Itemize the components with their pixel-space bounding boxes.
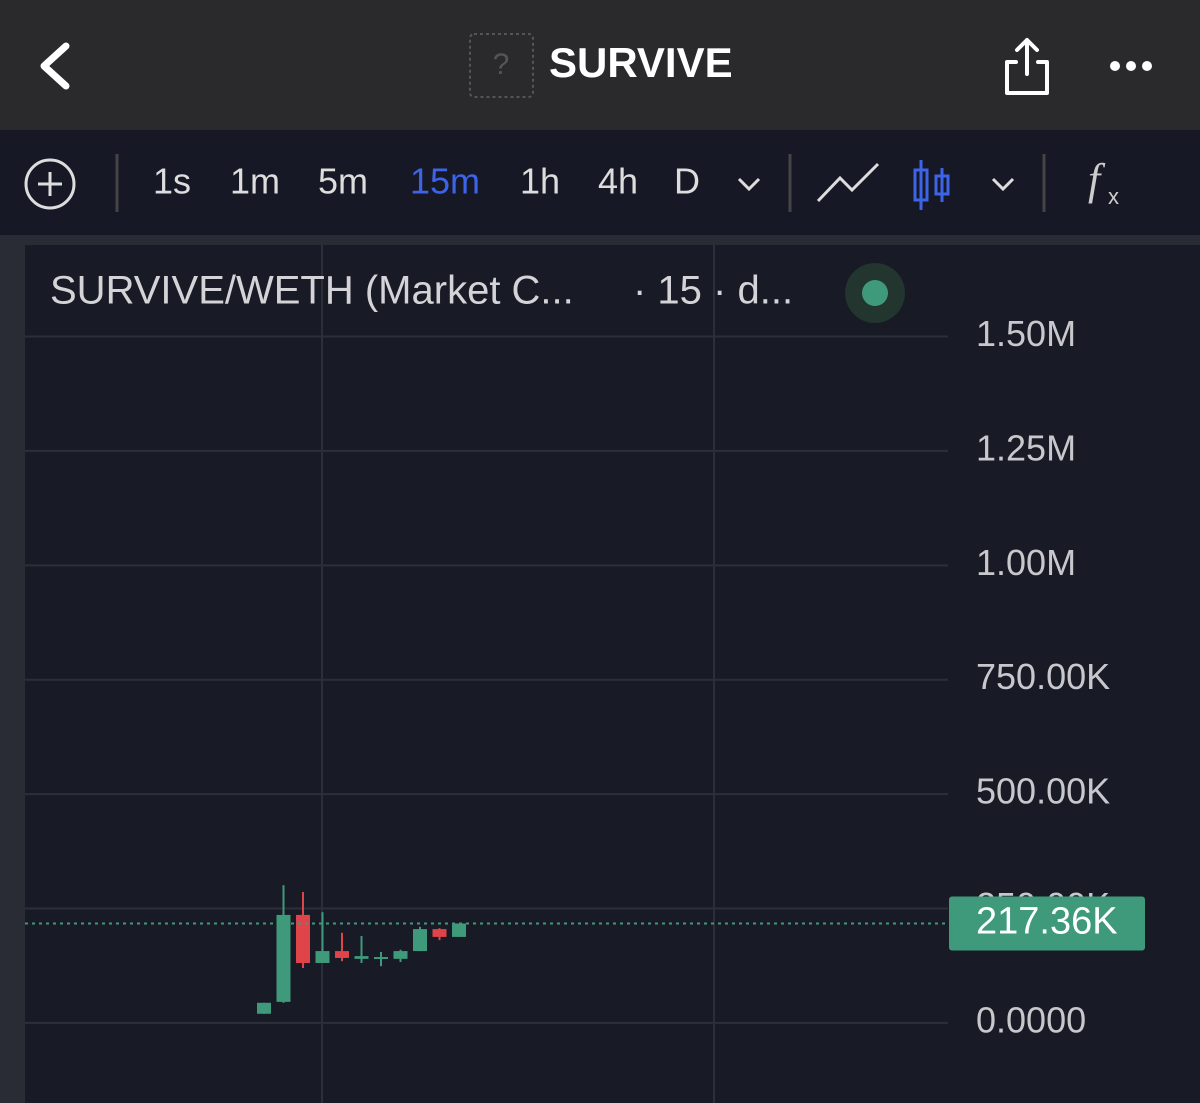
candle-body	[393, 951, 408, 959]
interval-button[interactable]: 1s	[153, 161, 191, 202]
y-tick-label: 1.25M	[976, 427, 1076, 468]
candle-chart-button[interactable]	[913, 160, 950, 210]
chart-legend-subtitle: · 15 · d...	[633, 269, 793, 313]
interval-button[interactable]: 1m	[230, 161, 280, 202]
chart-type-dropdown[interactable]	[991, 177, 1015, 192]
candle-body	[413, 929, 427, 952]
y-tick-label: 750.00K	[976, 656, 1110, 697]
interval-dropdown[interactable]	[737, 177, 761, 192]
token-icon	[469, 33, 534, 98]
y-tick-label: 0.0000	[976, 999, 1086, 1040]
candle-body	[335, 951, 349, 958]
header-bar	[0, 0, 1200, 130]
price-label-box	[949, 896, 1145, 951]
interval-button[interactable]: 4h	[598, 161, 638, 202]
candle-body	[432, 929, 447, 937]
indicators-button-sub: x	[1108, 184, 1119, 209]
chart-area	[25, 245, 1200, 1103]
candle-body	[315, 951, 330, 963]
share-button[interactable]	[1005, 38, 1049, 95]
add-indicator-button[interactable]	[24, 158, 76, 210]
status-dot	[862, 280, 888, 306]
candle-body	[257, 1002, 271, 1014]
chart-legend-title: SURVIVE/WETH (Market C...	[50, 269, 574, 313]
toolbar	[0, 130, 1200, 235]
candle-body	[296, 914, 310, 963]
header-title: SURVIVE	[549, 39, 733, 86]
candle-body	[374, 957, 388, 960]
y-tick-label: 1.00M	[976, 542, 1076, 583]
candle-body	[452, 923, 466, 937]
interval-button[interactable]: 15m	[410, 161, 480, 202]
interval-button[interactable]: D	[674, 161, 700, 202]
back-button[interactable]	[40, 42, 70, 90]
candle-body	[276, 914, 291, 1002]
token-icon-text: ?	[493, 48, 510, 81]
interval-button[interactable]: 1h	[520, 161, 560, 202]
left-border	[0, 235, 25, 1103]
price-label: 217.36K	[976, 900, 1118, 942]
candle-body	[354, 956, 369, 959]
interval-button[interactable]: 5m	[318, 161, 368, 202]
more-button[interactable]	[1110, 61, 1152, 71]
line-chart-button[interactable]	[816, 162, 880, 203]
separator	[0, 235, 1200, 245]
y-tick-label: 1.50M	[976, 313, 1076, 354]
y-tick-label: 500.00K	[976, 771, 1110, 812]
